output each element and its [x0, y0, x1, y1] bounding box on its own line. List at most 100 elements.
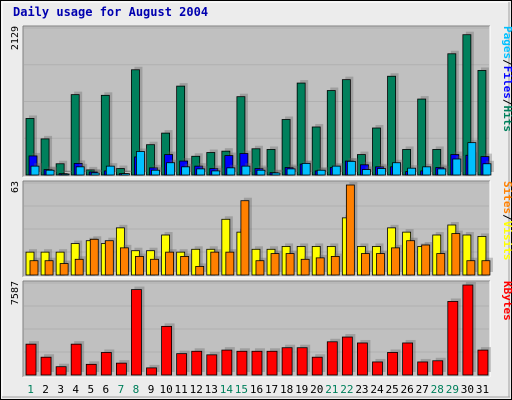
panel-visits-sites: 63 Sites/Visits	[10, 180, 512, 278]
sites-bar	[240, 200, 250, 276]
legend: Pages/Files/Hits	[501, 26, 512, 132]
sites-bar	[406, 240, 416, 276]
kbytes-bar	[477, 349, 489, 376]
pages-bar	[45, 169, 55, 176]
pages-bar-shadow	[49, 167, 58, 172]
pages-bar-shadow	[124, 170, 133, 172]
pages-bar-shadow	[214, 167, 223, 172]
pages-bar	[75, 166, 85, 176]
pages-bar	[392, 162, 401, 176]
sites-bar	[330, 256, 340, 276]
x-tick-label: 25	[385, 383, 398, 396]
files-bar-shadow	[92, 168, 101, 172]
kbytes-bar	[296, 347, 308, 376]
kbytes-bar	[447, 301, 459, 376]
pages-bar	[105, 165, 115, 176]
pages-bar	[90, 172, 100, 176]
x-tick-label: 9	[148, 383, 155, 396]
legend-item: Visits	[501, 221, 512, 261]
y-max-label: 2129	[10, 26, 21, 50]
legend-item: Files	[501, 66, 512, 99]
sites-bar	[104, 240, 114, 276]
hits-bar-shadow	[89, 166, 98, 172]
x-tick-label: 26	[401, 383, 414, 396]
y-max-label: 7587	[10, 281, 21, 305]
legend-item: Sites	[501, 181, 512, 214]
pages-bar-shadow	[259, 167, 268, 172]
pages-bar-shadow	[275, 169, 284, 172]
sites-bar	[391, 247, 400, 276]
kbytes-bar	[357, 342, 368, 376]
pages-bar	[407, 167, 417, 176]
pages-bar-shadow	[64, 170, 73, 172]
panel-kbytes: 7587 KBytes	[10, 280, 512, 378]
kbytes-bar	[251, 350, 263, 376]
sites-bar	[180, 256, 190, 276]
x-tick-label: 18	[280, 383, 293, 396]
sites-bar	[376, 253, 385, 276]
kbytes-bar	[341, 336, 353, 376]
kbytes-bar	[146, 367, 157, 376]
x-tick-label: 24	[370, 383, 384, 396]
x-tick-label: 2	[42, 383, 49, 396]
sites-bar	[195, 266, 205, 276]
pages-bar	[422, 166, 432, 176]
sites-bar	[225, 251, 235, 276]
sites-bar	[89, 238, 99, 276]
kbytes-bar	[236, 350, 248, 376]
pages-bar	[362, 169, 371, 176]
sites-bar	[29, 260, 39, 276]
kbytes-bar	[221, 349, 233, 376]
kbytes-bar	[40, 356, 52, 376]
kbytes-bar	[70, 343, 82, 376]
sites-bar	[345, 184, 355, 276]
hits-bar	[100, 94, 110, 176]
kbytes-bar	[387, 352, 398, 376]
x-axis-day-labels: 1 2 3 4 5 6 7 8 9 10 11 12 13 14 15 16 17 18 19 20 21 22 23 24 2…	[27, 383, 489, 396]
sites-bar	[150, 258, 159, 276]
files-bar-shadow	[122, 170, 131, 172]
pages-bar	[256, 169, 266, 176]
pages-bar	[30, 165, 40, 176]
x-tick-label: 15	[235, 383, 248, 396]
pages-bar	[211, 170, 221, 176]
x-tick-label: 20	[310, 383, 323, 396]
sites-bar	[74, 258, 84, 276]
x-tick-label: 8	[133, 383, 140, 396]
pages-bar-shadow	[320, 167, 329, 172]
legend: KBytes	[501, 281, 512, 321]
kbytes-bar	[266, 350, 278, 376]
kbytes-bar	[417, 361, 429, 376]
legend-separator: /	[501, 59, 512, 66]
sites-bar	[300, 258, 310, 276]
pages-bar	[120, 173, 130, 176]
pages-bar	[60, 173, 70, 176]
x-tick-label: 16	[250, 383, 263, 396]
hits-bar	[387, 75, 396, 176]
x-tick-label: 12	[190, 383, 203, 396]
x-tick-label: 31	[476, 383, 489, 396]
x-tick-label: 5	[87, 383, 94, 396]
x-tick-label: 14	[220, 383, 234, 396]
files-bar-shadow	[62, 170, 71, 172]
pages-bar	[241, 165, 251, 176]
x-tick-label: 29	[446, 383, 459, 396]
kbytes-bar	[432, 360, 444, 376]
x-tick-label: 23	[355, 383, 368, 396]
sites-bar	[59, 263, 69, 276]
sites-bar	[210, 251, 220, 276]
x-tick-label: 13	[205, 383, 218, 396]
sites-bar	[315, 257, 325, 276]
sites-bar	[451, 233, 461, 276]
x-tick-label: 21	[325, 383, 338, 396]
y-max-label: 63	[10, 181, 21, 193]
x-tick-label: 4	[72, 383, 79, 396]
pages-bar	[181, 166, 191, 176]
x-tick-label: 1	[27, 383, 34, 396]
pages-bar	[316, 169, 326, 176]
kbytes-bar	[206, 354, 218, 376]
hits-bar	[417, 98, 427, 176]
chart-title: Daily usage for August 2004	[13, 5, 208, 19]
legend: Sites/Visits	[501, 181, 512, 261]
pages-bar	[331, 165, 341, 176]
